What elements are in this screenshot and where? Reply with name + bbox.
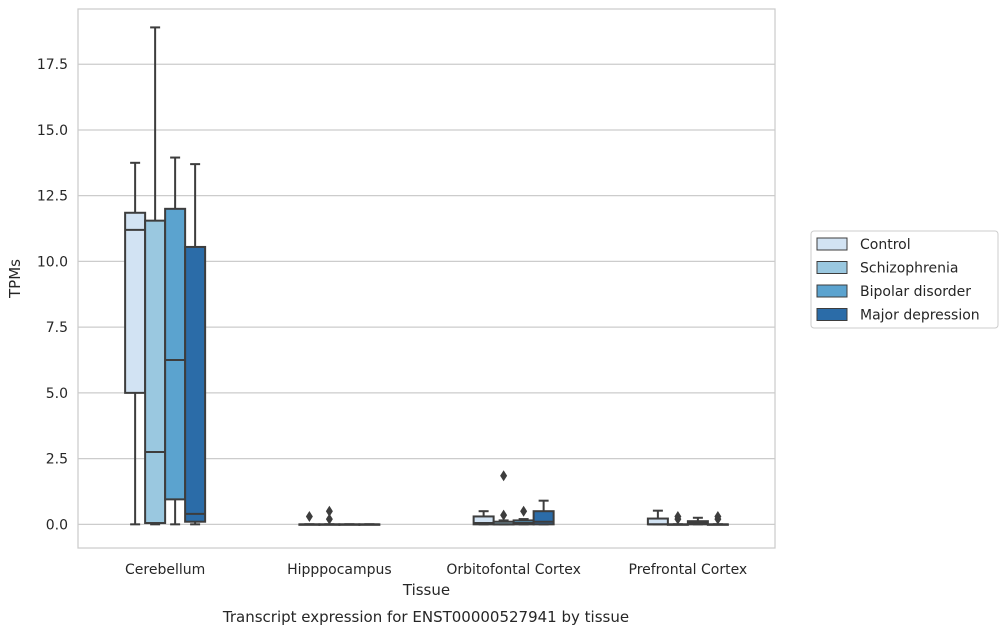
legend: Control Schizophrenia Bipolar disorder Majo… — [810, 230, 999, 329]
box-major-depression — [358, 523, 381, 526]
y-tick-label: 12.5 — [37, 189, 68, 205]
y-tick-label: 17.5 — [37, 57, 68, 73]
outlier-point — [500, 509, 508, 521]
box-body — [124, 211, 147, 394]
box-series — [124, 26, 729, 526]
plot-frame — [77, 8, 776, 549]
x-tick-label: Hipppocampus — [287, 562, 392, 578]
y-tick-label: 7.5 — [46, 320, 68, 336]
outlier-point — [674, 510, 682, 522]
y-tick-label: 15.0 — [37, 123, 68, 139]
x-axis-ticks: Cerebellum Hipppocampus Orbitofontal Corte… — [125, 562, 747, 578]
box-schizophrenia — [492, 470, 515, 526]
outlier-point — [305, 510, 313, 522]
box-major-depression — [184, 163, 207, 526]
x-axis-label: Tissue — [402, 581, 450, 599]
box-control — [298, 510, 321, 526]
box-major-depression — [706, 510, 729, 526]
y-tick-label: 0.0 — [46, 517, 68, 533]
y-axis-label: TPMs — [6, 259, 24, 299]
x-tick-label: Prefrontal Cortex — [629, 562, 748, 578]
y-tick-label: 10.0 — [37, 254, 68, 270]
legend-swatch — [816, 261, 848, 274]
outlier-point — [520, 505, 528, 517]
y-tick-label: 5.0 — [46, 386, 68, 402]
outlier-point — [500, 470, 508, 482]
box-control — [646, 509, 669, 526]
box-bipolar-disorder — [164, 156, 187, 526]
box-major-depression — [532, 499, 555, 526]
y-axis-ticks: 0.0 2.5 5.0 7.5 10.0 12.5 15.0 17.5 — [37, 57, 68, 533]
box-body — [164, 207, 187, 501]
legend-label: Control — [860, 237, 911, 253]
chart-title: Transcript expression for ENST0000052794… — [222, 608, 629, 626]
box-schizophrenia — [666, 510, 689, 526]
box-body — [184, 245, 207, 523]
box-bipolar-disorder — [338, 523, 361, 526]
box-schizophrenia — [144, 26, 167, 526]
box-body — [472, 515, 495, 526]
legend-label: Major depression — [860, 308, 980, 324]
box-control — [472, 510, 495, 526]
legend-swatch — [816, 308, 848, 321]
y-tick-label: 2.5 — [46, 452, 68, 468]
outlier-point — [325, 505, 333, 517]
legend-label: Bipolar disorder — [860, 284, 971, 300]
legend-swatch — [816, 284, 848, 298]
legend-label: Schizophrenia — [860, 261, 958, 277]
box-bipolar-disorder — [512, 505, 535, 526]
box-body — [144, 219, 167, 525]
box-schizophrenia — [318, 505, 341, 526]
legend-frame — [810, 230, 999, 329]
outlier-point — [325, 513, 333, 525]
box-bipolar-disorder — [686, 516, 709, 526]
legend-swatch — [816, 237, 848, 251]
x-tick-label: Orbitofontal Cortex — [446, 562, 581, 578]
box-control — [124, 161, 147, 526]
x-tick-label: Cerebellum — [125, 562, 205, 578]
outlier-point — [714, 510, 722, 522]
